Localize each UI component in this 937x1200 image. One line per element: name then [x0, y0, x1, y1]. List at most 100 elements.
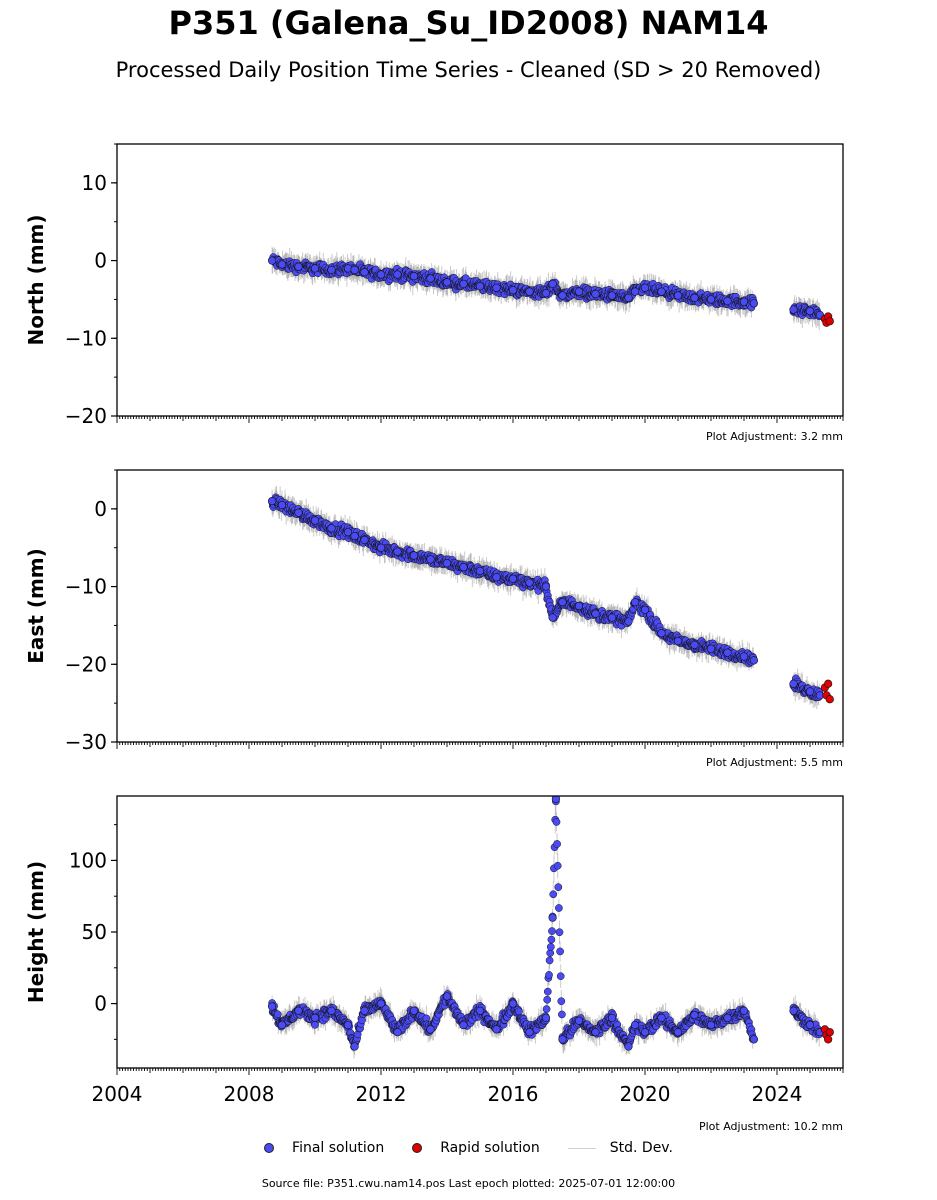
final-point	[607, 291, 617, 300]
final-point	[739, 652, 749, 661]
legend-rapid-label: Rapid solution	[440, 1140, 540, 1156]
final-point	[393, 1028, 402, 1037]
final-point	[541, 582, 551, 591]
final-point	[630, 1020, 640, 1030]
final-point	[508, 574, 518, 583]
final-point	[459, 563, 468, 572]
plot-frame	[116, 469, 844, 743]
final-point	[492, 1025, 501, 1034]
y-tick-label: −10	[65, 575, 107, 599]
final-point	[376, 999, 386, 1008]
rapid-point	[825, 695, 834, 704]
panel-0: 10 0 −10 −20 North (mm) Plot Adjustment: 3.2 …	[24, 143, 844, 443]
final-point	[591, 1028, 600, 1037]
plot-adjustment-note: Plot Adjustment: 3.2 mm	[706, 430, 843, 443]
y-tick-label: 50	[82, 920, 107, 944]
legend-rapid: Rapid solution	[412, 1140, 540, 1156]
final-point	[294, 1006, 303, 1015]
final-point	[548, 613, 557, 622]
final-point	[277, 1020, 287, 1030]
final-point	[789, 1006, 798, 1015]
final-point	[343, 528, 353, 537]
final-point	[630, 598, 640, 607]
final-point	[327, 524, 336, 533]
y-axis-label: Height (mm)	[24, 861, 48, 1003]
final-point	[268, 1002, 277, 1011]
final-point	[426, 1025, 435, 1034]
final-point	[706, 644, 716, 653]
final-point	[268, 256, 277, 265]
source-note: Source file: P351.cwu.nam14.pos Last epo…	[261, 1177, 676, 1190]
final-point	[426, 555, 435, 564]
final-point	[360, 535, 369, 545]
final-point	[459, 1020, 468, 1030]
final-point	[574, 287, 584, 296]
final-point	[525, 287, 534, 296]
final-point	[657, 1013, 666, 1022]
final-point	[459, 279, 468, 288]
final-point	[630, 287, 640, 296]
final-solution-marker-icon	[264, 1143, 275, 1153]
final-point	[350, 1042, 359, 1051]
rapid-solution-marker-icon	[412, 1143, 423, 1153]
final-point	[525, 578, 534, 587]
point-cloud-1	[268, 485, 834, 710]
chart-title: P351 (Galena_Su_ID2008) NAM14	[168, 4, 769, 42]
final-point	[294, 262, 303, 271]
final-point	[327, 265, 336, 274]
plot-adjustment-note: Plot Adjustment: 5.5 mm	[706, 756, 843, 769]
final-point	[607, 1013, 617, 1022]
rapid-point	[825, 1028, 834, 1037]
final-point	[475, 282, 485, 291]
final-point	[673, 1028, 683, 1037]
final-point	[393, 547, 402, 556]
y-tick-label: −30	[65, 730, 107, 754]
final-point	[805, 1020, 815, 1030]
final-point	[409, 1006, 419, 1015]
final-point	[475, 1006, 485, 1015]
final-point	[442, 278, 452, 287]
final-point	[574, 1016, 584, 1025]
final-point	[409, 272, 419, 281]
rapid-point	[824, 1035, 833, 1044]
final-point	[551, 796, 560, 803]
legend-final-label: Final solution	[292, 1140, 385, 1156]
plot-adjustment-note: Plot Adjustment: 10.2 mm	[699, 1120, 843, 1133]
final-point	[640, 1028, 650, 1037]
final-point	[327, 1006, 336, 1015]
final-point	[409, 551, 419, 560]
final-point	[492, 283, 501, 292]
x-tick-label: 2004	[92, 1082, 143, 1106]
final-point	[350, 265, 359, 274]
y-tick-label: 100	[69, 848, 107, 872]
x-tick-label: 2024	[752, 1082, 803, 1106]
final-point	[277, 260, 287, 269]
legend-std: Std. Dev.	[567, 1140, 673, 1156]
point-cloud-2	[268, 796, 834, 1059]
final-point	[657, 287, 666, 296]
y-tick-label: 0	[94, 249, 107, 273]
final-point	[426, 274, 435, 283]
final-point	[690, 640, 699, 649]
y-tick-label: −20	[65, 404, 107, 428]
rapid-point	[825, 317, 834, 326]
x-tick-label: 2016	[488, 1082, 539, 1106]
final-point	[624, 1042, 633, 1051]
final-point	[739, 1006, 749, 1015]
final-point	[350, 531, 359, 541]
final-point	[268, 496, 277, 506]
final-point	[310, 264, 320, 273]
final-point	[739, 297, 749, 306]
final-point	[690, 1010, 699, 1020]
final-point	[442, 992, 452, 1001]
final-point	[805, 306, 815, 316]
rapid-point	[824, 679, 833, 688]
final-point	[393, 270, 402, 279]
final-point	[548, 279, 557, 288]
final-point	[558, 291, 567, 300]
final-point	[508, 999, 518, 1008]
final-point	[591, 289, 600, 299]
legend-final: Final solution	[264, 1140, 384, 1156]
final-point	[277, 500, 287, 510]
